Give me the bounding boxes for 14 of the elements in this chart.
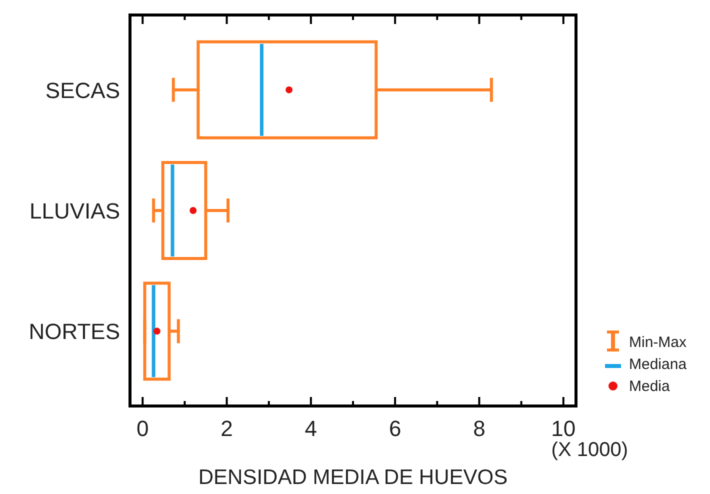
y-tick-label: NORTES: [28, 319, 120, 344]
text: (X 1000): [551, 439, 628, 461]
x-tick-label: 4: [304, 416, 318, 441]
x-axis-title: DENSIDAD MEDIA DE HUEVOS: [198, 466, 508, 489]
x-tick-label: 8: [473, 416, 486, 441]
x-tick-label: 2: [220, 416, 233, 441]
x-tick-label: 10: [551, 416, 576, 441]
legend-label: Min-Max: [629, 334, 687, 351]
text: Mediana: [629, 356, 688, 373]
x-tick-label: 0: [136, 416, 149, 441]
text: Media: [629, 378, 671, 395]
y-tick-label: SECAS: [45, 78, 120, 103]
y-tick-label: LLUVIAS: [30, 198, 120, 224]
x-tick-label: 6: [388, 416, 402, 441]
